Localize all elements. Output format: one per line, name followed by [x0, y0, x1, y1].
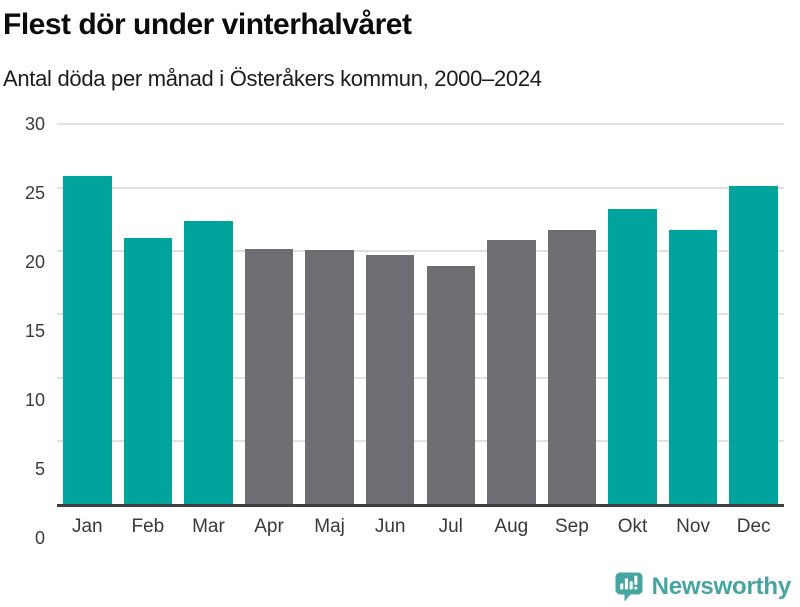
x-axis-label-nov: Nov [676, 516, 710, 538]
y-axis-label-0: 0 [34, 528, 45, 549]
bar-jan [63, 176, 112, 505]
bar-apr [244, 248, 294, 505]
newsworthy-brand: Newsworthy [614, 571, 791, 602]
bar-nov [668, 229, 718, 505]
bar-maj [305, 249, 354, 505]
x-axis-label-feb: Feb [131, 516, 165, 538]
gridline-20 [57, 250, 784, 253]
x-axis-label-okt: Okt [617, 516, 648, 538]
bar-dec [729, 186, 778, 505]
bar-cell-sep [542, 124, 603, 505]
bar-sep [547, 229, 597, 505]
bar-feb [123, 238, 173, 505]
bar-cell-aug [481, 124, 542, 505]
bar-cell-jan [57, 124, 118, 505]
x-axis-label-mar: Mar [192, 516, 225, 538]
y-axis-label-5: 5 [34, 459, 45, 480]
bar-cell-okt [602, 124, 663, 505]
y-axis-label-10: 10 [24, 390, 45, 411]
y-axis-label-25: 25 [24, 183, 45, 204]
x-axis-label-apr: Apr [254, 516, 284, 538]
x-axis-label-maj: Maj [314, 516, 345, 538]
plot-column: Jan Feb Mar Apr Maj Jun Jul Aug Sep Okt Nov Dec [57, 123, 784, 538]
y-axis-label-15: 15 [24, 321, 45, 342]
chart-subtitle: Antal döda per månad i Österåkers kommun… [3, 66, 542, 91]
page-title: Flest dör under vinterhalvåret [3, 8, 412, 41]
y-axis-label-30: 30 [24, 114, 45, 135]
bar-mar [184, 220, 233, 505]
bar-cell-apr [239, 124, 300, 505]
x-axis: Jan Feb Mar Apr Maj Jun Jul Aug Sep Okt Nov Dec [57, 516, 784, 538]
bar-chart-speech-bubble-icon [615, 572, 643, 602]
gridline-15 [57, 313, 784, 316]
bar-cell-maj [299, 124, 360, 505]
bar-cell-dec [723, 124, 784, 505]
brand-name: Newsworthy [651, 572, 792, 600]
bar-cell-jun [360, 124, 421, 505]
x-axis-label-dec: Dec [736, 516, 771, 538]
y-axis: 0 5 10 15 20 25 30 [0, 115, 57, 547]
bar-cell-jul [420, 124, 481, 505]
x-axis-label-aug: Aug [494, 516, 529, 538]
gridline-10 [57, 376, 784, 379]
bar-cell-mar [178, 124, 239, 505]
bar-aug [487, 239, 536, 505]
gridline-30 [57, 123, 784, 126]
chart-page: Flest dör under vinterhalvåret Antal död… [0, 7, 800, 607]
gridline-25 [57, 186, 784, 189]
x-axis-label-jan: Jan [71, 516, 103, 538]
x-axis-label-jul: Jul [438, 516, 463, 538]
plot-area [57, 123, 784, 508]
x-axis-label-jun: Jun [374, 516, 406, 538]
bars [57, 124, 784, 505]
bar-jul [426, 266, 475, 505]
bar-chart: 0 5 10 15 20 25 30 Jan Feb Mar Apr Maj Jun Jul Aug Sep… [0, 115, 784, 547]
x-axis-label-sep: Sep [555, 516, 589, 538]
bar-cell-nov [663, 124, 724, 505]
y-axis-label-20: 20 [24, 252, 45, 273]
bar-cell-feb [118, 124, 179, 505]
bar-jun [365, 254, 415, 505]
gridline-5 [57, 440, 784, 443]
bar-okt [608, 209, 657, 505]
